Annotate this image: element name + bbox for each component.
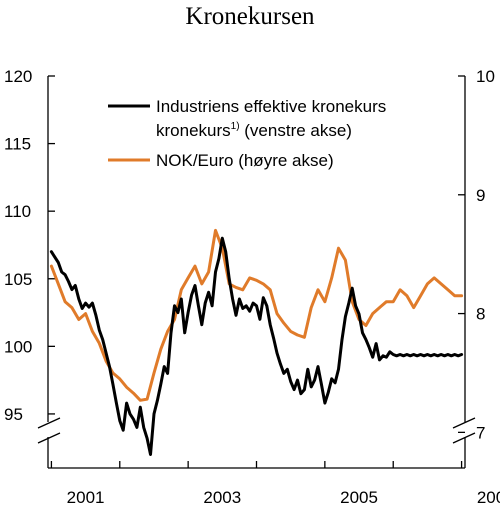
legend-footnote: 1) <box>231 121 240 132</box>
right-tick-label: 10 <box>476 67 495 86</box>
left-tick-label: 115 <box>4 135 31 154</box>
x-tick-label: 2001 <box>67 488 105 507</box>
legend-label-kronekurs: kronekurs <box>156 121 231 140</box>
right-axis-break-mark <box>452 417 476 444</box>
left-axis-break-mark <box>37 417 61 444</box>
series-line-nok-euro <box>49 228 464 402</box>
series-line-effective-rate <box>49 236 464 456</box>
legend-label-left-axis: (venstre akse) <box>240 121 352 140</box>
left-tick-label: 105 <box>4 270 32 289</box>
left-tick-label: 95 <box>4 405 23 424</box>
right-tick-label: 7 <box>476 423 485 442</box>
legend: Industriens effektive kronekurs kronekur… <box>108 97 386 170</box>
x-tick-label: 2005 <box>340 488 378 507</box>
left-tick-label: 100 <box>4 337 32 356</box>
right-axis-ticks: 7 8 9 10 <box>458 67 495 442</box>
right-tick-label: 9 <box>476 186 485 205</box>
x-tick-label: 2007 <box>477 488 500 507</box>
left-axis-ticks: 95 100 105 110 115 120 <box>4 67 55 424</box>
legend-label-effective-rate-line2: kronekurs1) (venstre akse) <box>156 121 352 140</box>
chart-title: Kronekursen <box>185 3 315 30</box>
legend-label-nok-euro: NOK/Euro (høyre akse) <box>156 151 334 170</box>
right-tick-label: 8 <box>476 305 485 324</box>
legend-label-effective-rate: Industriens effektive kronekurs <box>156 97 386 116</box>
x-axis-ticks: 2001 2003 2005 2007 <box>50 461 500 507</box>
series-lines <box>49 228 464 456</box>
left-tick-label: 110 <box>4 202 31 221</box>
left-tick-label: 120 <box>4 67 32 86</box>
x-tick-label: 2003 <box>203 488 241 507</box>
